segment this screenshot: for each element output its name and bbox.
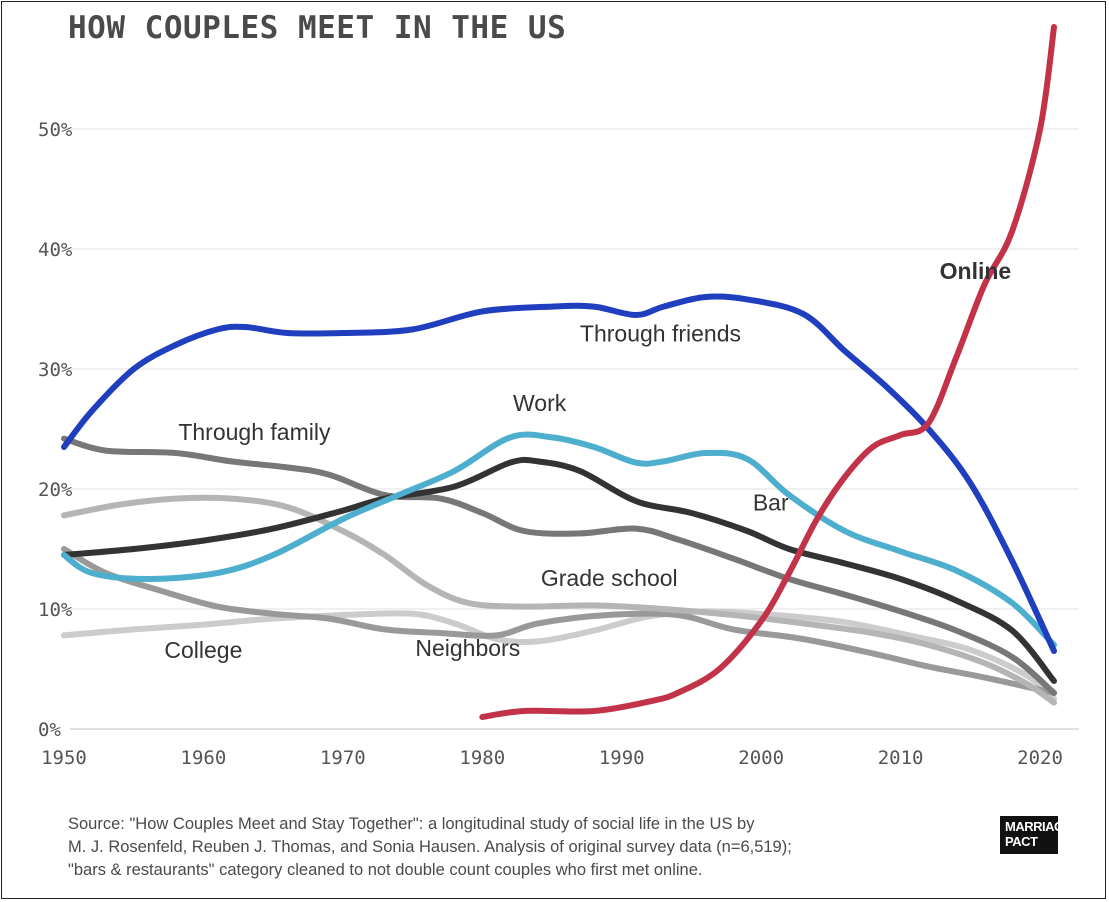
- x-tick-label: 2020: [1017, 747, 1063, 769]
- x-tick-label: 1980: [459, 747, 505, 769]
- x-tick-label: 1950: [41, 747, 87, 769]
- source-line: "bars & restaurants" category cleaned to…: [68, 861, 703, 879]
- series-label-bar: Bar: [753, 490, 789, 516]
- series-label-work: Work: [513, 390, 567, 416]
- x-tick-label: 2000: [738, 747, 784, 769]
- y-tick-label: 40%: [38, 239, 73, 261]
- y-tick-label: 0%: [38, 719, 61, 741]
- series-label-through-friends: Through friends: [580, 320, 741, 346]
- source-note: Source: "How Couples Meet and Stay Toget…: [68, 813, 968, 882]
- series-line-work: [61, 431, 1057, 648]
- y-tick-label: 30%: [38, 359, 73, 381]
- series-label-grade-school: Grade school: [541, 565, 678, 591]
- y-tick-label: 20%: [38, 479, 73, 501]
- chart-title: HOW COUPLES MEET IN THE US: [68, 10, 567, 46]
- marriage-pact-logo: MARRIAGE PACT: [1000, 816, 1072, 854]
- series-label-college: College: [164, 637, 242, 663]
- x-tick-label: 2010: [878, 747, 924, 769]
- series-label-through-family: Through family: [178, 419, 331, 445]
- series-line-through-friends: [61, 293, 1057, 654]
- series-line-grade-school: [61, 494, 1057, 706]
- series-line-bar: [61, 456, 1057, 684]
- series-label-online: Online: [940, 258, 1012, 284]
- y-tick-label: 50%: [38, 119, 73, 141]
- series-line-neighbors: [61, 546, 1057, 696]
- series-line-online: [479, 24, 1057, 720]
- logo-line: PACT: [1005, 834, 1038, 849]
- x-tick-label: 1970: [320, 747, 366, 769]
- x-tick-label: 1990: [599, 747, 645, 769]
- series-line-through-family: [61, 435, 1057, 696]
- source-line: Source: "How Couples Meet and Stay Toget…: [68, 815, 755, 833]
- series-label-neighbors: Neighbors: [415, 635, 520, 661]
- source-line: M. J. Rosenfeld, Reuben J. Thomas, and S…: [68, 838, 792, 856]
- series-line-college: [61, 608, 1057, 702]
- y-tick-label: 10%: [38, 599, 73, 621]
- x-tick-label: 1960: [181, 747, 227, 769]
- logo-line: MARRIAGE: [1005, 819, 1072, 834]
